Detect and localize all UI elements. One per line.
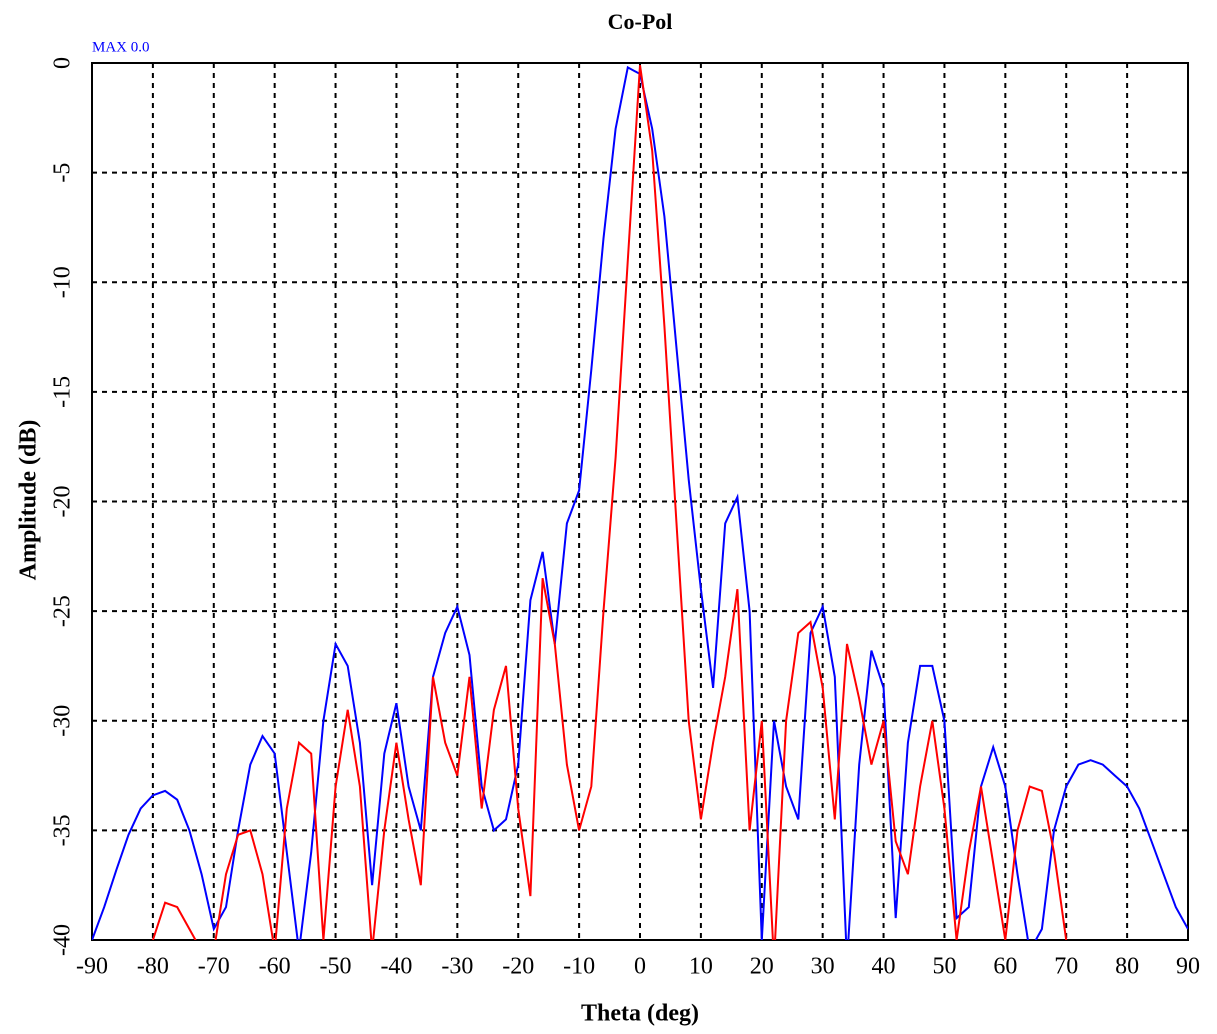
x-tick-label: 60 — [993, 954, 1017, 980]
x-tick-label: 50 — [932, 954, 956, 980]
x-tick-label: 40 — [872, 954, 896, 980]
x-tick-label: -90 — [76, 954, 108, 980]
x-tick-label: 0 — [634, 954, 646, 980]
x-tick-label: -60 — [259, 954, 291, 980]
y-tick-label: -5 — [50, 163, 76, 183]
y-tick-label: -40 — [50, 924, 76, 956]
x-tick-label: 10 — [689, 954, 713, 980]
x-tick-label: 90 — [1176, 954, 1200, 980]
y-tick-label: 0 — [50, 57, 76, 69]
x-axis-label: Theta (deg) — [581, 1001, 699, 1027]
y-tick-label: -25 — [50, 595, 76, 627]
x-tick-label: 70 — [1054, 954, 1078, 980]
x-tick-label: -10 — [563, 954, 595, 980]
x-tick-label: 80 — [1115, 954, 1139, 980]
chart-title: Co-Pol — [608, 9, 673, 34]
x-tick-label: -50 — [320, 954, 352, 980]
y-tick-label: -30 — [50, 705, 76, 737]
x-tick-label: 20 — [750, 954, 774, 980]
y-tick-label: -10 — [50, 266, 76, 298]
y-tick-label: -15 — [50, 376, 76, 408]
x-tick-label: -20 — [502, 954, 534, 980]
x-tick-label: -80 — [137, 954, 169, 980]
y-tick-label: -35 — [50, 814, 76, 846]
x-tick-label: -40 — [380, 954, 412, 980]
plot-frame — [91, 62, 1189, 941]
y-tick-label: -20 — [50, 486, 76, 518]
x-tick-label: -70 — [198, 954, 230, 980]
y-axis-label: Amplitude (dB) — [16, 420, 42, 581]
series-line — [151, 65, 1068, 940]
max-annotation: MAX 0.0 — [92, 39, 150, 55]
x-tick-label: -30 — [441, 954, 473, 980]
x-tick-label: 30 — [811, 954, 835, 980]
